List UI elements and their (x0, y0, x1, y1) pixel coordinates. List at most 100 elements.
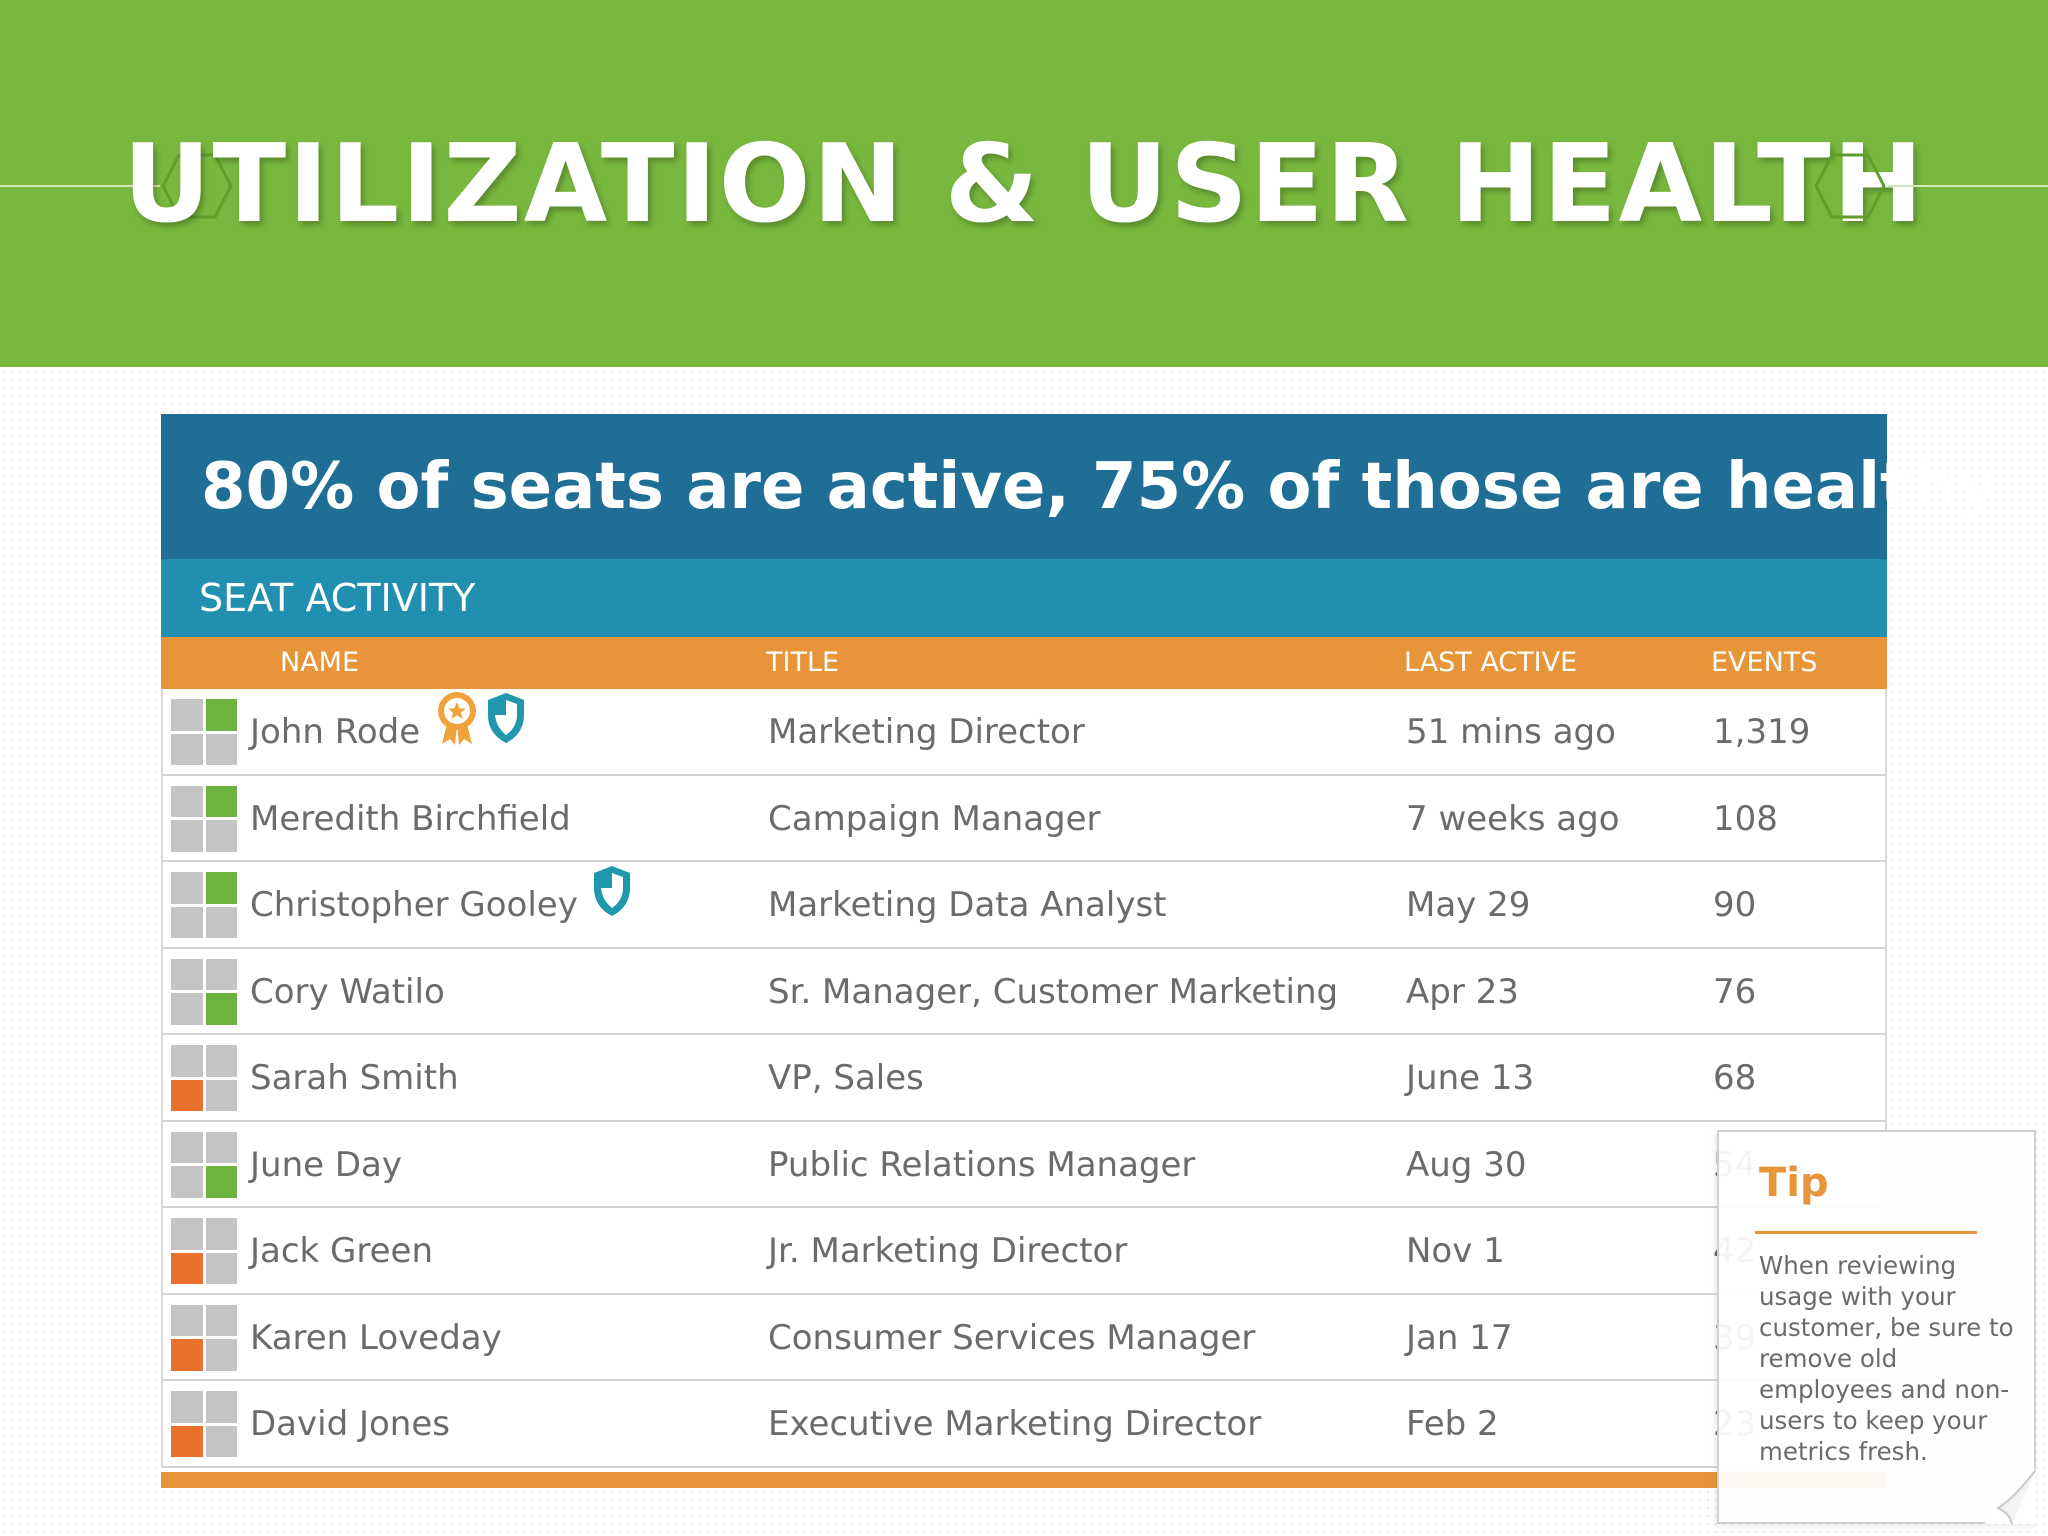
user-name: Cory Watilo (250, 971, 445, 1012)
table-row[interactable]: Meredith Birchfield Campaign Manager 7 wee… (163, 776, 1885, 862)
user-health-indicator (171, 1304, 237, 1371)
user-badges (434, 689, 532, 778)
cell-events: 68 (1713, 1058, 1757, 1098)
table-row[interactable]: John Rode Marketing Director 51 mins ago 1,… (163, 689, 1885, 776)
user-health-indicator (171, 958, 237, 1025)
cell-name: John Rode (250, 689, 532, 778)
cell-title: Public Relations Manager (768, 1144, 1196, 1185)
tip-divider (1755, 1231, 1977, 1234)
cell-name: Christopher Gooley (250, 862, 638, 950)
user-name: June Day (250, 1144, 402, 1185)
headline-bar: 80% of seats are active, 75% of those ar… (161, 414, 1998, 559)
cell-last-active: Apr 23 (1406, 971, 1519, 1012)
user-health-indicator (171, 1391, 237, 1457)
health-quadrant (205, 993, 237, 1025)
user-name: Sarah Smith (250, 1058, 459, 1098)
user-health-indicator (171, 785, 237, 852)
table-body: John Rode Marketing Director 51 mins ago 1,… (161, 689, 1887, 1468)
section-label: SEAT ACTIVITY (199, 576, 476, 620)
cell-last-active: Feb 2 (1406, 1404, 1499, 1444)
table-bottom-bar (161, 1472, 1887, 1488)
cell-events: 108 (1713, 798, 1778, 839)
table-header: NAME TITLE LAST ACTIVE EVENTS (161, 637, 1887, 689)
cell-title: Jr. Marketing Director (768, 1231, 1128, 1271)
health-quadrant (171, 1218, 203, 1250)
user-name: Jack Green (250, 1231, 434, 1271)
table-row[interactable]: David Jones Executive Marketing Director F… (163, 1381, 1885, 1468)
health-quadrant (171, 1045, 203, 1077)
cell-title: Sr. Manager, Customer Marketing (768, 971, 1339, 1012)
health-quadrant (205, 1218, 237, 1250)
cell-name: Karen Loveday (250, 1295, 502, 1381)
user-health-indicator (171, 1218, 237, 1284)
health-quadrant (171, 733, 203, 765)
health-quadrant (205, 906, 237, 938)
user-health-indicator (171, 1045, 237, 1111)
health-quadrant (171, 1079, 203, 1111)
health-quadrant (205, 1425, 237, 1457)
cell-last-active: Jan 17 (1406, 1317, 1513, 1358)
column-header-name: NAME (280, 647, 360, 678)
user-name: John Rode (250, 712, 421, 752)
health-quadrant (171, 1131, 203, 1163)
health-quadrant (205, 820, 237, 852)
health-quadrant (205, 1079, 237, 1111)
cell-name: Jack Green (250, 1208, 433, 1294)
health-quadrant (171, 699, 203, 731)
table-row[interactable]: Christopher Gooley Marketing Data Analyst… (163, 862, 1885, 949)
health-quadrant (171, 1304, 203, 1336)
column-header-last-active: LAST ACTIVE (1404, 647, 1578, 678)
column-header-events: EVENTS (1711, 647, 1818, 678)
cell-name: Meredith Birchfield (250, 776, 571, 862)
header-right-line (1887, 185, 2048, 187)
page-curl-icon (1984, 1468, 2036, 1524)
shield-icon (486, 691, 526, 777)
award-ribbon-icon (434, 690, 480, 778)
cell-title: Campaign Manager (768, 798, 1101, 839)
cell-last-active: Aug 30 (1406, 1144, 1527, 1185)
cell-name: Sarah Smith (250, 1035, 459, 1121)
health-quadrant (205, 958, 237, 990)
seat-activity-card: 80% of seats are active, 75% of those ar… (161, 414, 1998, 1488)
user-name: Christopher Gooley (250, 885, 578, 925)
cell-events: 90 (1713, 885, 1757, 925)
health-quadrant (171, 906, 203, 938)
cell-events: 1,319 (1713, 712, 1811, 752)
shield-icon (592, 864, 632, 950)
section-bar: SEAT ACTIVITY (161, 559, 1887, 637)
health-quadrant (171, 1425, 203, 1457)
health-quadrant (205, 699, 237, 731)
health-quadrant (205, 1391, 237, 1423)
table-row[interactable]: Sarah Smith VP, Sales June 13 68 (163, 1035, 1885, 1122)
table-row[interactable]: Cory Watilo Sr. Manager, Customer Marketi… (163, 949, 1885, 1035)
tip-title: Tip (1759, 1160, 1829, 1206)
header-band: UTILIZATION & USER HEALTH (0, 0, 2048, 367)
health-quadrant (171, 1166, 203, 1198)
user-name: Karen Loveday (250, 1317, 502, 1358)
user-badges (592, 863, 638, 951)
health-quadrant (171, 1339, 203, 1371)
cell-name: David Jones (250, 1381, 450, 1467)
cell-last-active: 51 mins ago (1406, 712, 1616, 752)
cell-title: Marketing Director (768, 712, 1085, 752)
cell-title: Consumer Services Manager (768, 1317, 1256, 1358)
health-quadrant (171, 958, 203, 990)
cell-events: 76 (1713, 971, 1757, 1012)
health-quadrant (171, 872, 203, 904)
header-left-line (0, 185, 160, 187)
health-quadrant (205, 733, 237, 765)
tip-note: Tip When reviewing usage with your custo… (1717, 1130, 2036, 1524)
page-title: UTILIZATION & USER HEALTH (122, 122, 1926, 247)
health-quadrant (205, 1045, 237, 1077)
health-quadrant (171, 1391, 203, 1423)
user-health-indicator (171, 872, 237, 938)
health-quadrant (205, 1304, 237, 1336)
health-quadrant (205, 1166, 237, 1198)
health-quadrant (205, 1339, 237, 1371)
health-quadrant (171, 993, 203, 1025)
table-row[interactable]: Karen Loveday Consumer Services Manager Ja… (163, 1295, 1885, 1381)
cell-last-active: June 13 (1406, 1058, 1535, 1098)
hexagon-left-icon (161, 153, 233, 219)
